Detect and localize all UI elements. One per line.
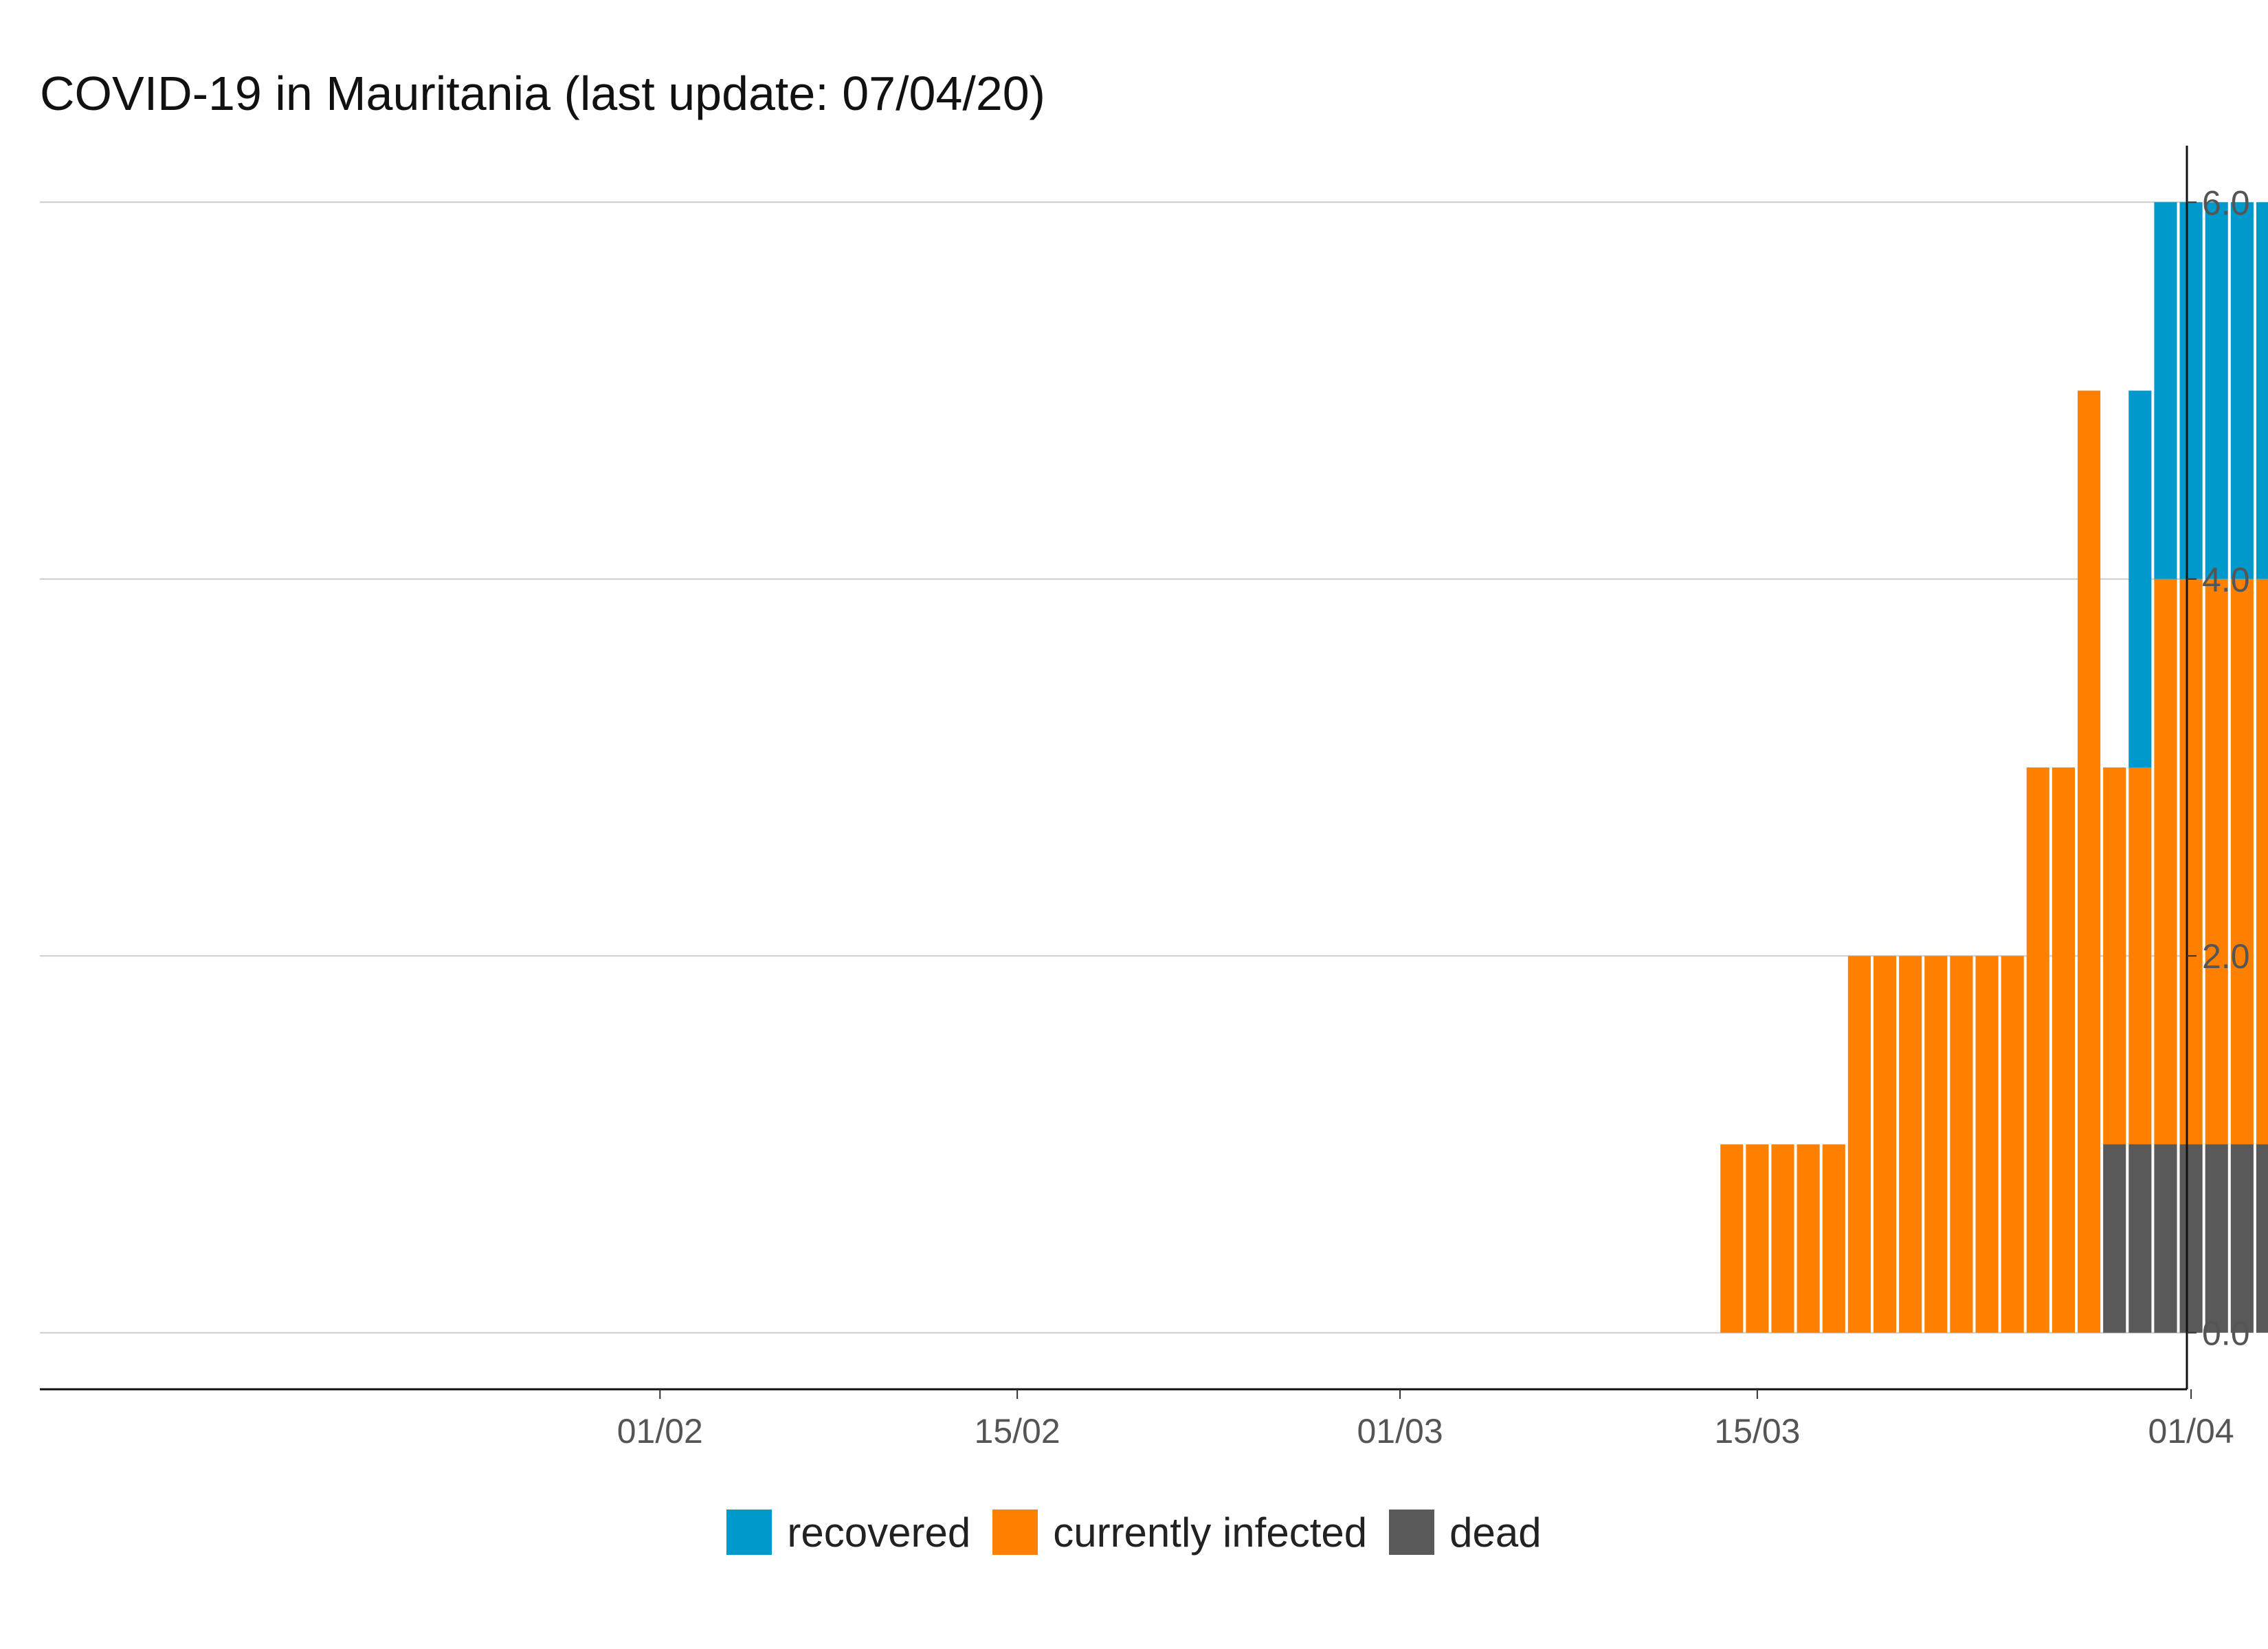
legend: recovered currently infected dead	[0, 1498, 2268, 1567]
bar-currently-infected	[1975, 956, 1999, 1333]
bar-dead	[2205, 1144, 2228, 1333]
x-axis-ticks: 01/02 15/02 01/03 15/03 01/04	[617, 1389, 2234, 1450]
legend-swatch	[726, 1510, 772, 1555]
bar-currently-infected	[2230, 579, 2254, 1145]
bar-recovered	[2128, 390, 2152, 767]
bar-recovered	[2179, 202, 2203, 579]
x-tick-label: 15/02	[975, 1412, 1060, 1450]
bar-currently-infected	[1924, 956, 1948, 1333]
bar-currently-infected	[2026, 767, 2049, 1333]
bar-recovered	[2154, 202, 2177, 579]
bar-currently-infected	[1847, 956, 1871, 1333]
x-tick-label: 01/04	[2148, 1412, 2234, 1450]
x-tick-label: 01/02	[617, 1412, 703, 1450]
bar-currently-infected	[1873, 956, 1897, 1333]
bar-dead	[2103, 1144, 2126, 1333]
axes	[40, 146, 2188, 1391]
bar-currently-infected	[2001, 956, 2024, 1333]
bar-currently-infected	[1899, 956, 1922, 1333]
bar-recovered	[2205, 202, 2228, 579]
bar-recovered	[2230, 202, 2254, 579]
y-axis-ticks: 0.0 2.0 4.0 6.0	[2187, 183, 2250, 1353]
legend-label: recovered	[787, 1509, 971, 1556]
bar-currently-infected	[1822, 1144, 1845, 1333]
bar-dead	[2230, 1144, 2254, 1333]
bar-dead	[2179, 1144, 2203, 1333]
bar-currently-infected	[2103, 767, 2126, 1145]
chart-title: COVID-19 in Mauritania (last update: 07/…	[40, 67, 1045, 120]
x-tick-label: 01/03	[1357, 1412, 1443, 1450]
bar-currently-infected	[1720, 1144, 1744, 1333]
legend-swatch	[1389, 1510, 1435, 1555]
legend-swatch	[992, 1510, 1038, 1555]
y-tick-label: 4.0	[2202, 561, 2250, 599]
bar-currently-infected	[2179, 579, 2203, 1145]
bar-currently-infected	[2052, 767, 2076, 1333]
legend-item-currently-infected: currently infected	[992, 1509, 1367, 1556]
bar-dead	[2128, 1144, 2152, 1333]
y-tick-label: 0.0	[2202, 1314, 2250, 1353]
bar-currently-infected	[2128, 767, 2152, 1145]
bar-currently-infected	[2154, 579, 2177, 1145]
legend-item-recovered: recovered	[726, 1509, 970, 1556]
bar-currently-infected	[1746, 1144, 1769, 1333]
bar-currently-infected	[1797, 1144, 1820, 1333]
bar-currently-infected	[2078, 390, 2101, 1333]
bar-recovered	[2256, 202, 2268, 579]
legend-label: currently infected	[1053, 1509, 1368, 1556]
bar-dead	[2256, 1144, 2268, 1333]
bar-currently-infected	[1950, 956, 1973, 1333]
y-tick-label: 6.0	[2202, 183, 2250, 222]
x-tick-label: 15/03	[1714, 1412, 1800, 1450]
bar-currently-infected	[1771, 1144, 1794, 1333]
legend-item-dead: dead	[1389, 1509, 1542, 1556]
bar-currently-infected	[2205, 579, 2228, 1145]
bar-dead	[2154, 1144, 2177, 1333]
y-tick-label: 2.0	[2202, 937, 2250, 976]
bar-currently-infected	[2256, 579, 2268, 1145]
legend-label: dead	[1449, 1509, 1542, 1556]
bars	[1720, 202, 2268, 1333]
